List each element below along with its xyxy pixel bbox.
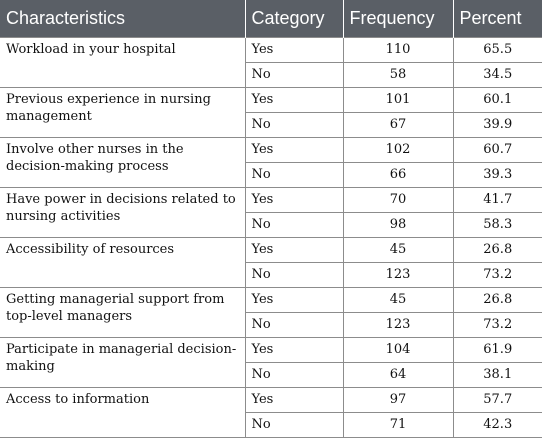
table-row: Involve other nurses in the decision-mak…	[0, 137, 542, 188]
percent-cell: 65.5	[452, 37, 542, 63]
characteristic-cell: Access to information	[0, 387, 246, 438]
category-cell: Yes	[244, 187, 344, 213]
frequency-cell: 66	[342, 162, 454, 188]
frequency-cell: 104	[342, 337, 454, 363]
frequency-cell: 97	[342, 387, 454, 413]
percent-cell: 26.8	[452, 237, 542, 263]
percent-cell: 57.7	[452, 387, 542, 413]
category-cell: Yes	[244, 137, 344, 163]
header-frequency: Frequency	[343, 0, 454, 38]
characteristic-cell: Workload in your hospital	[0, 37, 246, 88]
category-cell: Yes	[244, 287, 344, 313]
frequency-cell: 102	[342, 137, 454, 163]
percent-cell: 58.3	[452, 212, 542, 238]
table-row: Have power in decisions related to nursi…	[0, 187, 542, 238]
header-characteristics: Characteristics	[0, 0, 246, 38]
percent-cell: 38.1	[452, 362, 542, 388]
frequency-cell: 71	[342, 412, 454, 438]
category-cell: No	[245, 62, 344, 88]
frequency-cell: 67	[342, 112, 454, 138]
percent-cell: 73.2	[452, 312, 542, 338]
table-row: No 98 58.3	[0, 212, 542, 238]
percent-cell: 73.2	[452, 262, 542, 288]
header-row: Characteristics Category Frequency Perce…	[0, 0, 542, 38]
frequency-cell: 58	[342, 62, 454, 88]
header-category: Category	[245, 0, 344, 38]
category-cell: No	[245, 412, 344, 438]
table-row: No 67 39.9	[0, 112, 542, 138]
table-body: Workload in your hospital Yes 110 65.5 No 58 3…	[0, 37, 542, 438]
characteristic-cell: Involve other nurses in the decision-mak…	[0, 137, 246, 188]
table-row: Access to information Yes 97 57.7	[0, 387, 542, 438]
category-cell: No	[245, 112, 344, 138]
frequency-cell: 64	[342, 362, 454, 388]
characteristic-cell: Accessibility of resources	[0, 237, 246, 288]
frequency-cell: 101	[342, 87, 454, 113]
characteristic-cell: Have power in decisions related to nursi…	[0, 187, 246, 238]
table-row: Getting managerial support from top-leve…	[0, 287, 542, 338]
category-cell: No	[245, 212, 344, 238]
category-cell: Yes	[244, 87, 344, 113]
frequency-cell: 123	[342, 262, 454, 288]
percent-cell: 41.7	[452, 187, 542, 213]
category-cell: Yes	[244, 237, 344, 263]
category-cell: Yes	[244, 37, 344, 63]
category-cell: Yes	[244, 337, 344, 363]
percent-cell: 60.7	[452, 137, 542, 163]
table-row: Previous experience in nursing managemen…	[0, 87, 542, 138]
frequency-cell: 123	[342, 312, 454, 338]
frequency-cell: 45	[342, 287, 454, 313]
category-cell: Yes	[244, 387, 344, 413]
percent-cell: 39.9	[452, 112, 542, 138]
table-row: Accessibility of resources Yes 45 26.8	[0, 237, 542, 288]
frequency-cell: 98	[342, 212, 454, 238]
table-row: No 71 42.3	[0, 412, 542, 438]
frequency-cell: 70	[342, 187, 454, 213]
characteristic-cell: Participate in managerial decision-makin…	[0, 337, 246, 388]
category-cell: No	[245, 362, 344, 388]
percent-cell: 26.8	[452, 287, 542, 313]
table-row: Workload in your hospital Yes 110 65.5	[0, 37, 542, 88]
percent-cell: 34.5	[452, 62, 542, 88]
header-percent: Percent	[453, 0, 542, 38]
table-header: Characteristics Category Frequency Perce…	[0, 0, 542, 38]
category-cell: No	[245, 312, 344, 338]
table-row: No 58 34.5	[0, 62, 542, 88]
characteristic-cell: Getting managerial support from top-leve…	[0, 287, 246, 338]
characteristic-cell: Previous experience in nursing managemen…	[0, 87, 246, 138]
frequency-cell: 45	[342, 237, 454, 263]
category-cell: No	[245, 262, 344, 288]
percent-cell: 61.9	[452, 337, 542, 363]
frequency-cell: 110	[342, 37, 454, 63]
table-row: No 64 38.1	[0, 362, 542, 388]
percent-cell: 39.3	[452, 162, 542, 188]
percent-cell: 42.3	[452, 412, 542, 438]
category-cell: No	[245, 162, 344, 188]
table-row: Participate in managerial decision-makin…	[0, 337, 542, 388]
percent-cell: 60.1	[452, 87, 542, 113]
